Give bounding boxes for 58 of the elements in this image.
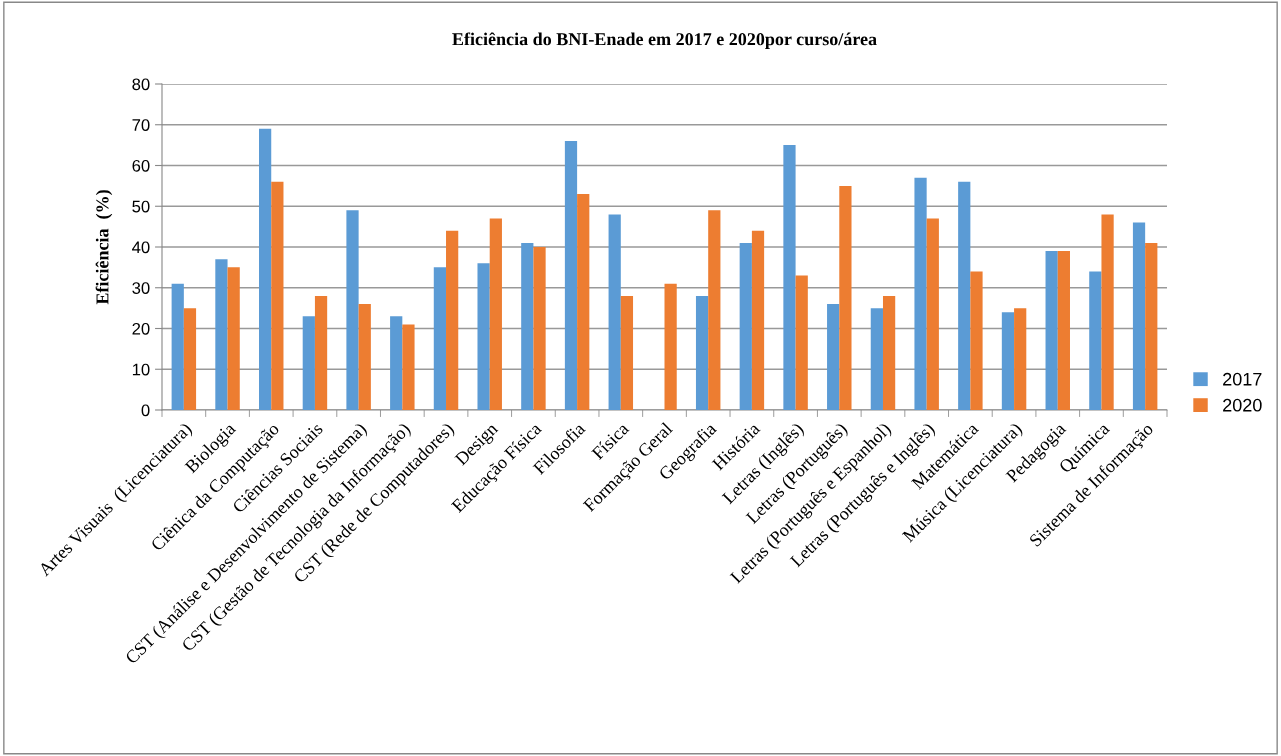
y-tick-label: 40 [132, 241, 150, 254]
bar [1045, 251, 1058, 410]
bar [521, 242, 534, 410]
bar [171, 283, 184, 410]
bar [608, 214, 621, 410]
bar [477, 263, 490, 410]
bar [215, 259, 228, 410]
y-tick-label: 60 [132, 159, 150, 172]
bar [1101, 214, 1114, 410]
bar [882, 295, 896, 410]
bar [183, 308, 197, 410]
bar [1057, 251, 1070, 410]
bar [489, 218, 502, 410]
bar [577, 194, 590, 410]
y-tick-label: 0 [141, 404, 150, 417]
bar [358, 304, 371, 410]
chart-title: Eficiência do BNI-Enade em 2017 e 2020por curso/área [452, 32, 877, 49]
bar [914, 177, 927, 410]
bar [259, 128, 272, 410]
bar [533, 247, 546, 410]
bar [620, 295, 634, 410]
y-tick-label: 50 [132, 200, 150, 213]
y-axis-title: Eficiência (%) [95, 190, 113, 305]
bar [446, 230, 459, 410]
bar [664, 283, 677, 410]
bar [870, 308, 883, 410]
bar [390, 316, 403, 410]
bar [827, 304, 840, 410]
bar [227, 267, 240, 410]
bar [1132, 222, 1146, 410]
bar [695, 295, 709, 410]
bar [314, 295, 328, 410]
bar [958, 181, 971, 410]
bar [1014, 308, 1027, 410]
bar [1089, 271, 1102, 410]
bar [739, 242, 752, 410]
bar [346, 210, 359, 410]
bar [1145, 242, 1158, 410]
bar [271, 181, 284, 410]
legend-label: 2020 [1223, 398, 1262, 412]
y-tick-label: 80 [132, 78, 150, 91]
y-tick-label: 70 [132, 119, 150, 131]
bar [433, 267, 447, 410]
bar [783, 145, 796, 410]
bar [402, 324, 415, 410]
y-tick-label: 30 [132, 282, 150, 294]
bar [926, 218, 939, 410]
y-tick-label: 20 [132, 322, 150, 335]
bar [1001, 312, 1015, 410]
bar [708, 210, 721, 410]
bar [839, 185, 852, 410]
bar [751, 230, 765, 410]
bar [302, 316, 315, 410]
bar [564, 141, 578, 410]
y-tick-label: 10 [132, 363, 150, 376]
bar [970, 271, 983, 410]
bar [795, 275, 808, 410]
legend-label: 2017 [1223, 372, 1262, 386]
